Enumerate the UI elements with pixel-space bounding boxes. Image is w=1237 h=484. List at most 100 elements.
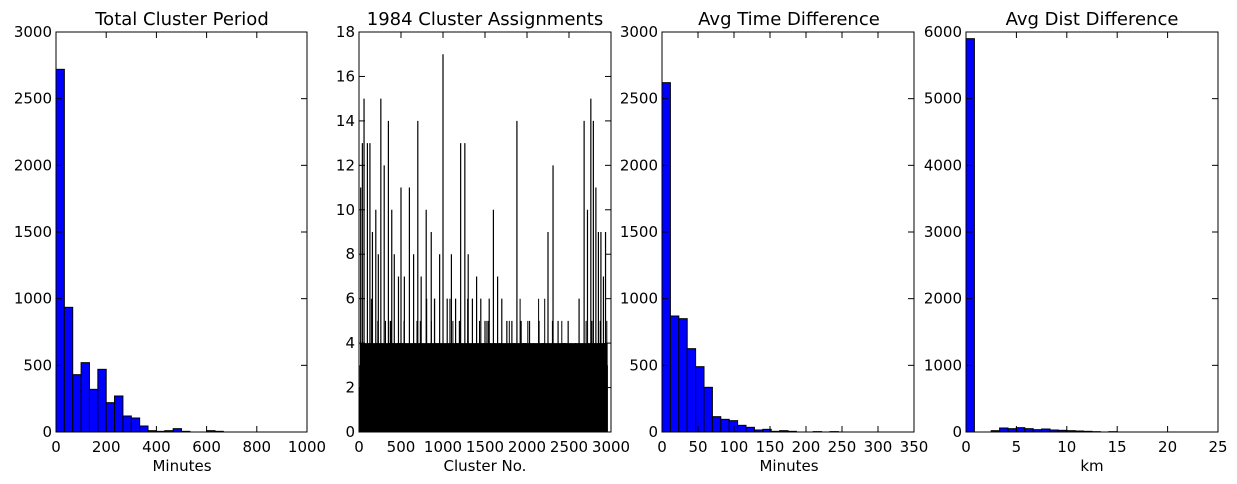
bars	[661, 82, 839, 433]
y-tick-label: 1000	[620, 290, 658, 308]
ticks: 0 5 10 15 20 25 0 1000 2000 3000 4000 5000 6000	[924, 23, 1228, 456]
y-tick-label: 0	[648, 423, 658, 441]
y-tick-label: 2000	[620, 156, 658, 174]
y-tick-label: 3000	[620, 23, 658, 41]
histogram-bar	[139, 425, 149, 433]
y-tick-label: 2	[345, 379, 355, 397]
histogram-bar	[669, 315, 680, 433]
x-tick-label: 1000	[424, 438, 462, 456]
histogram-bar	[80, 362, 90, 433]
plot-frame	[358, 31, 612, 433]
y-tick-label: 1000	[14, 290, 52, 308]
x-tick-label: 400	[142, 438, 171, 456]
histogram-bar	[63, 306, 74, 433]
histogram-bar	[88, 388, 99, 433]
y-tick-label: 6000	[924, 23, 962, 41]
ticks: 0 50 100 150 200 250 300 350 0 500 1000 1500 2000 250…	[620, 23, 929, 456]
y-tick-label: 1500	[14, 223, 52, 241]
x-axis-label: Cluster No.	[444, 457, 527, 475]
histogram-bar	[728, 420, 739, 433]
bars	[358, 54, 608, 432]
histogram-bar	[720, 418, 730, 433]
histogram-bar	[114, 395, 124, 433]
y-tick-label: 4000	[924, 156, 962, 174]
chart-title: Total Cluster Period	[94, 9, 269, 30]
x-tick-label: 1500	[466, 438, 504, 456]
histogram-bar	[130, 417, 141, 433]
ticks: 0 500 1000 1500 2000 2500 3000 0 2 4 6 8 10 12 14 16 18	[336, 23, 630, 456]
x-tick-label: 25	[1208, 438, 1227, 456]
x-tick-label: 50	[688, 438, 707, 456]
x-tick-label: 600	[192, 438, 221, 456]
histogram-bar	[678, 318, 688, 433]
plot-frame	[661, 31, 915, 433]
y-tick-label: 3000	[924, 223, 962, 241]
histogram-bar	[999, 427, 1009, 433]
y-tick-label: 5000	[924, 90, 962, 108]
histogram-bar	[1015, 427, 1026, 433]
histogram-bar	[711, 416, 722, 433]
x-tick-label: 2500	[550, 438, 588, 456]
y-tick-label: 2000	[14, 156, 52, 174]
x-tick-label: 20	[1158, 438, 1177, 456]
y-tick-label: 500	[23, 356, 52, 374]
histogram-bar	[686, 348, 697, 433]
y-tick-label: 2000	[924, 290, 962, 308]
chart-title: Avg Time Difference	[698, 9, 880, 30]
x-tick-label: 1000	[288, 438, 326, 456]
chart-title: 1984 Cluster Assignments	[367, 9, 604, 30]
histogram-total-cluster-period: Total Cluster Period 0 200 400 600 800 1000 0 5…	[14, 9, 326, 475]
histogram-bar	[55, 68, 65, 433]
chart-title: Avg Dist Difference	[1006, 9, 1179, 30]
y-tick-label: 0	[345, 423, 355, 441]
histogram-bar	[661, 82, 671, 433]
histogram-bar	[695, 366, 705, 433]
plot-frame	[55, 31, 308, 433]
x-tick-label: 800	[242, 438, 271, 456]
x-axis-label: km	[1080, 457, 1103, 475]
x-tick-label: 0	[354, 438, 364, 456]
y-tick-label: 500	[629, 356, 658, 374]
y-tick-label: 4	[345, 334, 355, 352]
assignment-bars-base	[360, 343, 608, 432]
histogram-bar	[965, 38, 975, 433]
ticks: 0 200 400 600 800 1000 0 500 1000 1500 2000 2500 300…	[14, 23, 326, 456]
y-tick-label: 12	[336, 156, 355, 174]
y-tick-label: 8	[345, 245, 355, 263]
x-tick-label: 250	[828, 438, 857, 456]
plot-frame	[965, 31, 1219, 433]
x-axis-label: Minutes	[759, 457, 818, 475]
bars	[55, 68, 224, 433]
y-tick-label: 18	[336, 23, 355, 41]
histogram-bar	[122, 415, 132, 433]
histogram-avg-time-difference: Avg Time Difference 0 50 100 150 200 250 300 35…	[620, 9, 929, 475]
x-tick-label: 0	[51, 438, 61, 456]
x-tick-label: 2000	[508, 438, 546, 456]
x-tick-label: 3000	[592, 438, 630, 456]
x-tick-label: 200	[792, 438, 821, 456]
histogram-bar	[703, 386, 713, 433]
y-tick-label: 14	[336, 112, 355, 130]
y-tick-label: 1500	[620, 223, 658, 241]
histogram-1984-cluster-assignments: 1984 Cluster Assignments 0 500 1000 1500 200…	[336, 9, 630, 475]
histogram-bar	[737, 424, 747, 433]
x-axis-label: Minutes	[152, 457, 211, 475]
y-tick-label: 6	[345, 290, 355, 308]
x-tick-label: 5	[1012, 438, 1022, 456]
x-tick-label: 100	[720, 438, 749, 456]
y-tick-label: 2500	[620, 90, 658, 108]
y-tick-label: 16	[336, 67, 355, 85]
x-tick-label: 150	[756, 438, 785, 456]
x-tick-label: 200	[92, 438, 121, 456]
x-tick-label: 500	[387, 438, 416, 456]
y-tick-label: 1000	[924, 356, 962, 374]
x-tick-label: 0	[961, 438, 971, 456]
y-tick-label: 0	[952, 423, 962, 441]
y-tick-label: 2500	[14, 90, 52, 108]
x-tick-label: 15	[1108, 438, 1127, 456]
y-tick-label: 0	[42, 423, 52, 441]
y-tick-label: 10	[336, 201, 355, 219]
y-tick-label: 3000	[14, 23, 52, 41]
x-tick-label: 0	[657, 438, 667, 456]
